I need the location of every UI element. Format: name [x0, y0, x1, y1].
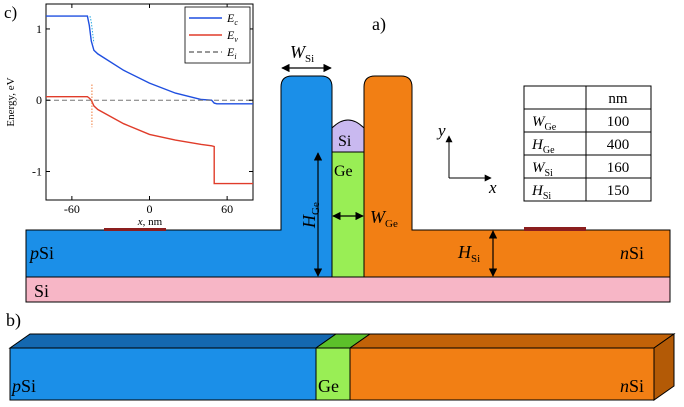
table-param-1: HGe — [531, 137, 555, 156]
x-tick-label-1: 0 — [147, 202, 153, 216]
series-line-Ev — [46, 95, 253, 185]
p-bar-top — [8, 333, 338, 349]
y-tick-label-1: 0 — [36, 93, 42, 107]
p-si-region — [25, 75, 333, 278]
table-value-0: 100 — [607, 114, 630, 130]
x-tick-label-0: -60 — [64, 202, 80, 216]
table-param-3: HSi — [531, 183, 551, 202]
dimensions-table: nm WGe 100 HGe 400 WSi 160 HSi 150 — [523, 85, 652, 202]
legend-label-Ec: Ec — [226, 11, 238, 27]
table-value-3: 150 — [607, 183, 630, 199]
y-axis-indicator-label: y — [436, 121, 446, 140]
bar-ge-label: Ge — [318, 376, 339, 396]
x-axis-indicator-label: x — [488, 178, 497, 197]
panel-label-a: a) — [372, 14, 386, 35]
table-param-2: WSi — [532, 160, 553, 179]
p-si-label: pSi — [28, 243, 54, 263]
h-si-label: HSi — [457, 242, 480, 265]
w-si-label: WSi — [290, 42, 314, 65]
bar-n-label: nSi — [620, 376, 644, 396]
table-value-2: 160 — [607, 160, 630, 176]
n-si-label: nSi — [620, 243, 644, 263]
n-bar-front — [349, 347, 655, 401]
table-header-unit: nm — [608, 91, 628, 107]
y-axis-title: Energy, eV — [5, 77, 17, 126]
y-tick-label-0: 1 — [36, 22, 42, 36]
panel-label-c: c) — [4, 3, 17, 22]
h-ge-label: HGe — [299, 202, 322, 229]
w-ge-label: WGe — [370, 207, 398, 230]
cap-label: Si — [338, 133, 352, 150]
p-contact — [104, 227, 166, 231]
n-bar-top — [348, 333, 676, 349]
panel-label-b: b) — [6, 310, 21, 331]
axes-indicator: y x — [436, 121, 497, 197]
si-substrate — [25, 276, 671, 303]
ge-bar-front — [315, 347, 351, 401]
p-bar-front — [9, 347, 317, 401]
n-contact — [524, 227, 586, 231]
table-value-1: 400 — [607, 137, 630, 153]
bar-3d: b) pSi Ge nSi — [6, 310, 676, 401]
ge-label: Ge — [334, 163, 353, 180]
y-tick-label-2: -1 — [32, 164, 42, 178]
n-si-region — [363, 75, 671, 278]
si-cap — [331, 119, 365, 153]
device-cross-section: pSi nSi Si Si Ge WSi HGe WGe HSi a) — [25, 14, 671, 303]
substrate-label: Si — [34, 281, 49, 301]
series-line-Ec — [46, 15, 253, 105]
legend-label-Ei: Ei — [226, 45, 237, 61]
bar-p-label: pSi — [10, 376, 36, 396]
ec-detail-dots — [89, 16, 95, 44]
legend-label-Ev: Ev — [226, 28, 238, 44]
table-param-0: WGe — [532, 114, 557, 133]
x-tick-label-2: 60 — [221, 202, 233, 216]
x-axis-title: x, nm — [137, 216, 163, 228]
